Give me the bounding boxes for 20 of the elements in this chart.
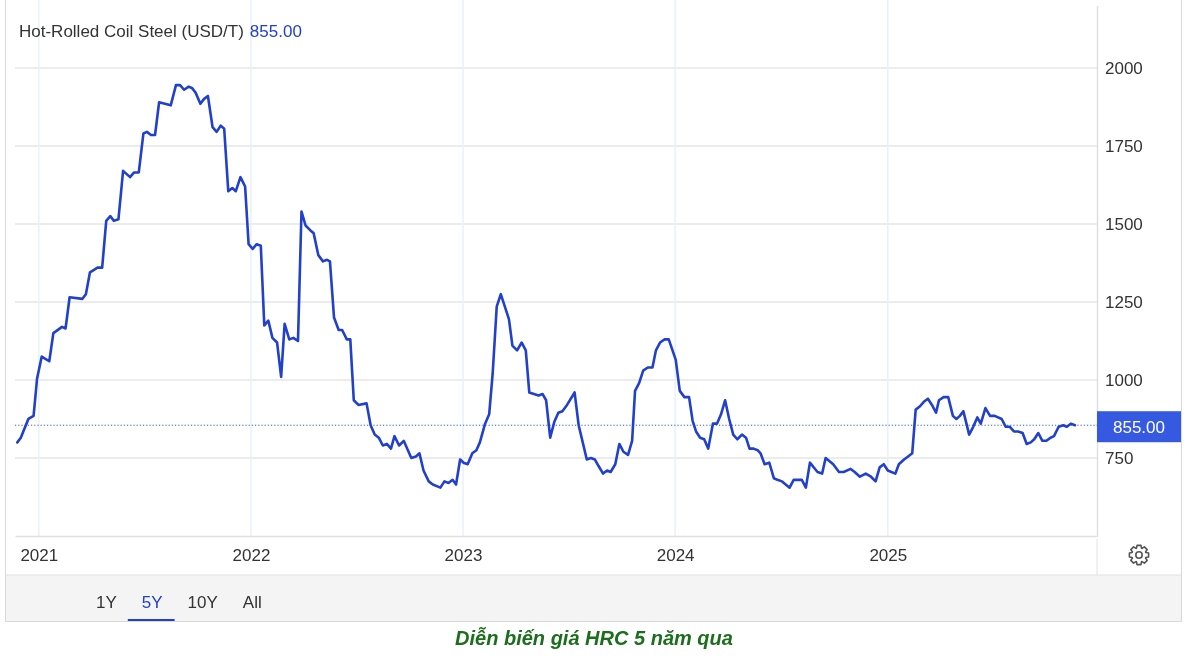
ref-line-label: 855.00 <box>1113 418 1165 438</box>
y-tick-label: 1000 <box>1105 370 1143 390</box>
x-tick-label: 2025 <box>869 546 908 566</box>
text: 10Y <box>187 593 218 612</box>
line-series <box>16 83 1077 489</box>
text: 855.00 <box>249 22 302 41</box>
x-tick-label: 2024 <box>656 546 695 566</box>
x-tick-label: 2023 <box>444 546 483 566</box>
text: Hot-Rolled Coil Steel (USD/T) <box>19 22 244 41</box>
text: 5Y <box>141 593 163 612</box>
x-tick-label: 2021 <box>20 546 59 566</box>
y-tick-label: 1750 <box>1105 136 1143 156</box>
x-tick-label: 2022 <box>232 546 271 566</box>
y-tick-label: 750 <box>1105 448 1134 468</box>
y-tick-label: 1500 <box>1105 214 1143 234</box>
text: 1Y <box>96 593 117 612</box>
text: Diễn biến giá HRC 5 năm qua <box>455 627 733 649</box>
text: All <box>242 593 262 612</box>
y-tick-label: 2000 <box>1105 58 1143 78</box>
y-tick-label: 1250 <box>1105 292 1143 312</box>
